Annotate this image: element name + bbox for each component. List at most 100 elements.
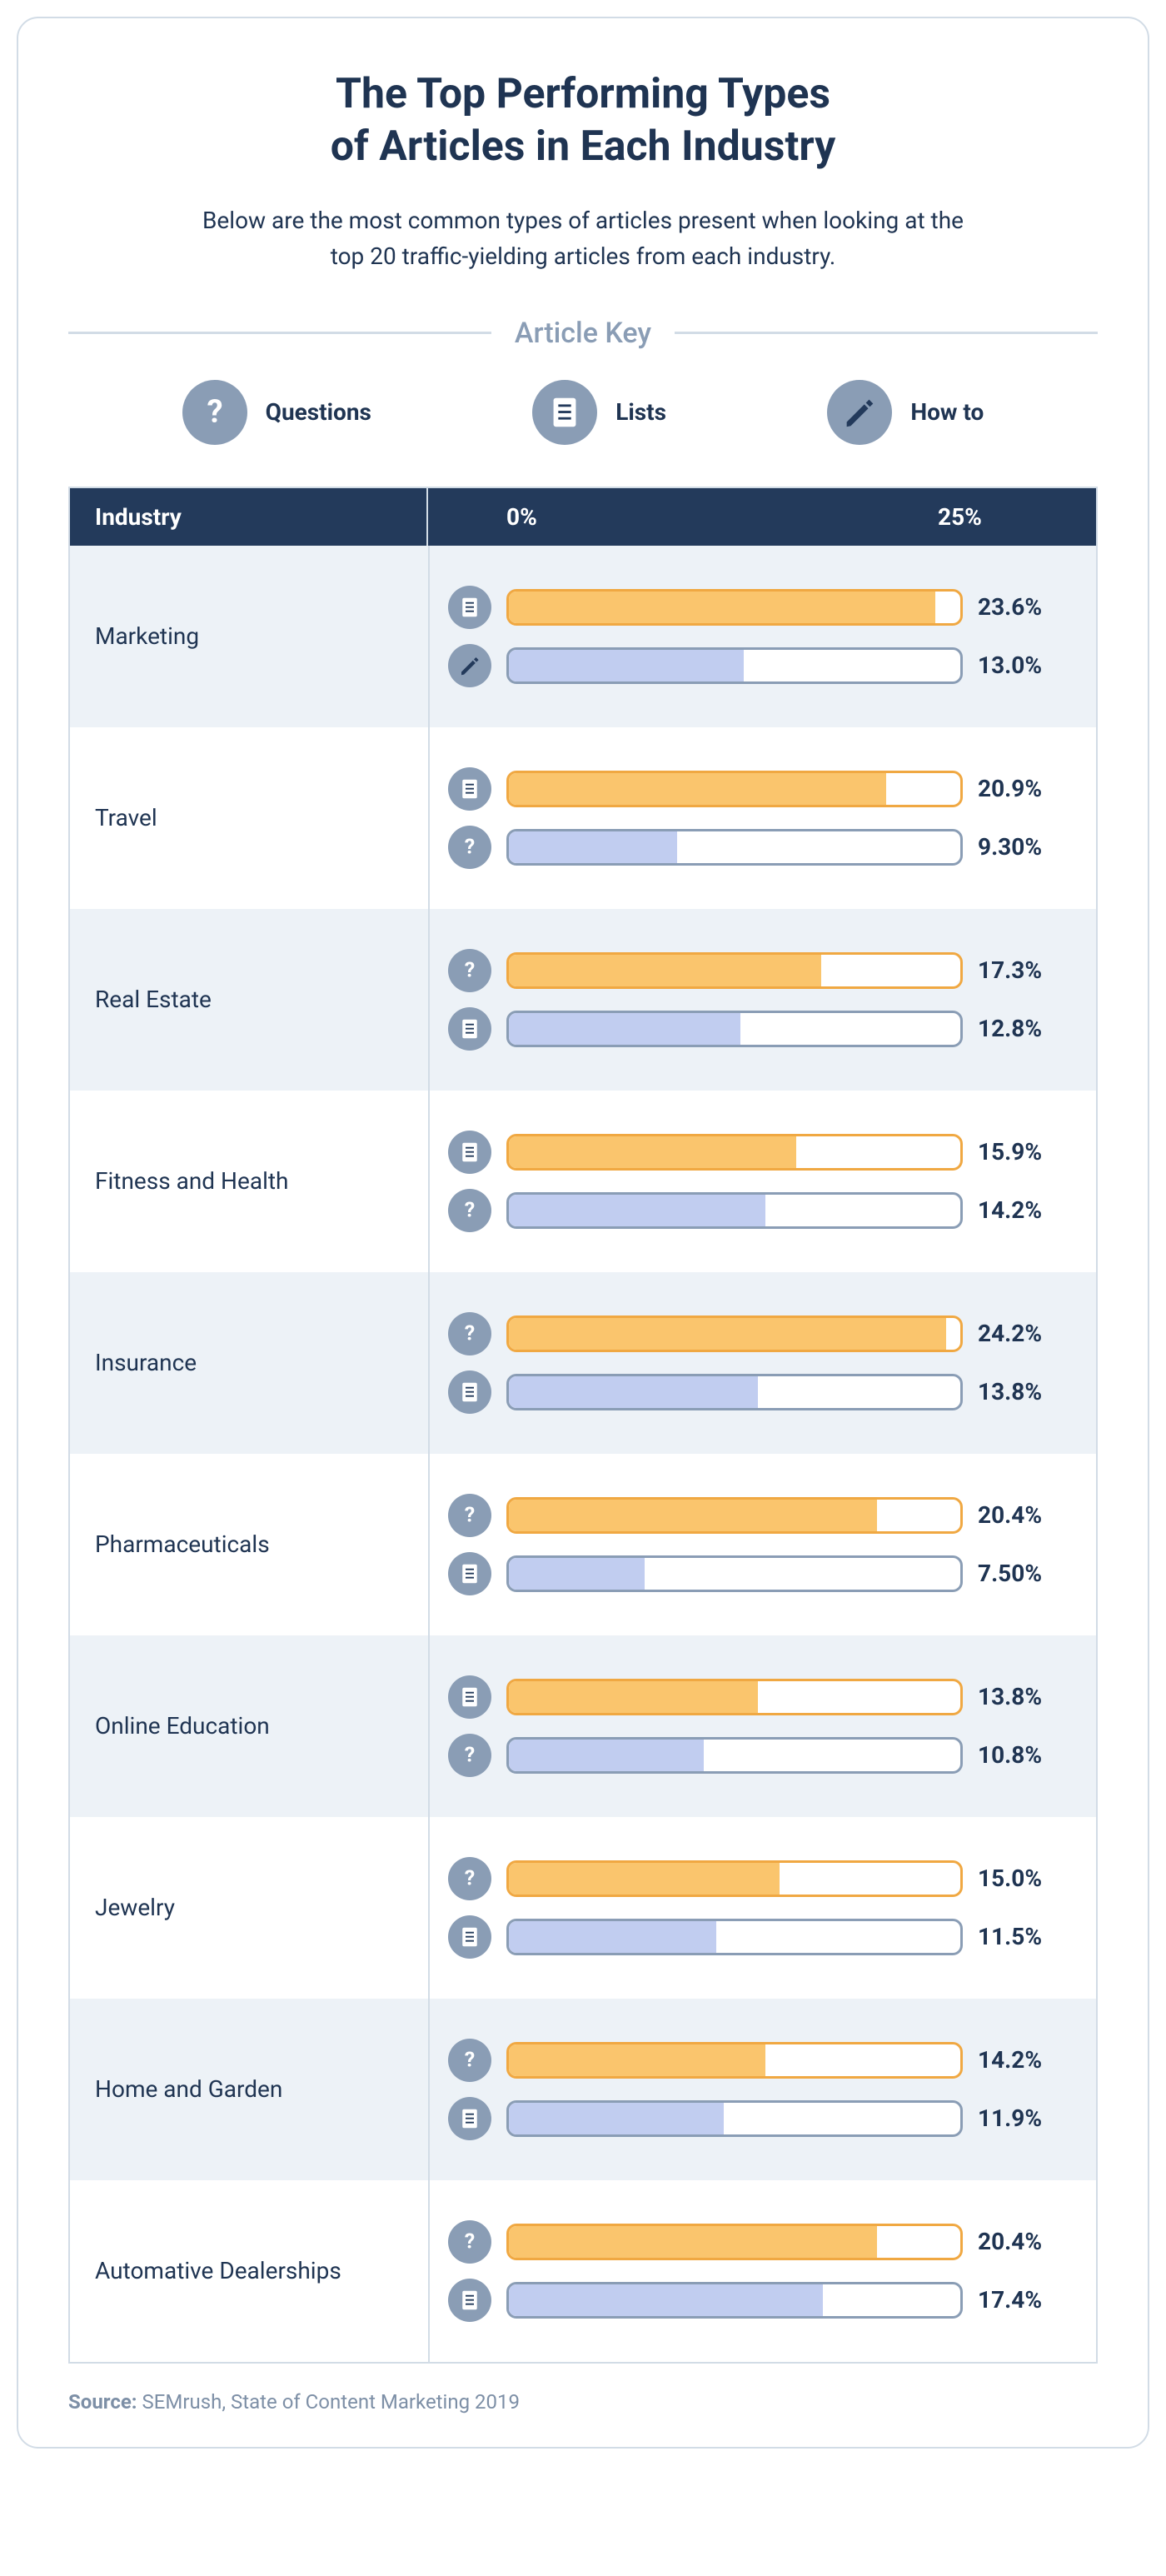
lists-icon: [448, 1552, 491, 1595]
svg-text:?: ?: [465, 958, 475, 982]
bar-track: [506, 1192, 963, 1229]
bar-value: 12.8%: [978, 1015, 1069, 1042]
questions-icon: ?: [448, 2039, 491, 2082]
svg-text:?: ?: [465, 1321, 475, 1345]
bar-value: 13.8%: [978, 1378, 1069, 1405]
bar-track: [506, 2100, 963, 2137]
industry-name: Fitness and Health: [95, 1167, 288, 1195]
subtitle-line2: top 20 traffic-yielding articles from ea…: [331, 242, 836, 270]
bar-track: [506, 1315, 963, 1352]
bar-fill: [509, 2226, 877, 2258]
row-industry-cell: Marketing: [70, 546, 428, 727]
bar-value: 15.0%: [978, 1865, 1069, 1892]
lists-icon: [448, 1675, 491, 1719]
bar-track: [506, 647, 963, 684]
bar-row: ?10.8%: [448, 1734, 1071, 1777]
bar-fill: [509, 1318, 946, 1350]
industry-name: Jewelry: [95, 1894, 175, 1921]
lists-icon: [448, 1131, 491, 1174]
lists-icon: [448, 586, 491, 629]
bar-track: [506, 1497, 963, 1534]
row-industry-cell: Automative Dealerships: [70, 2180, 428, 2362]
bar-value: 15.9%: [978, 1138, 1069, 1166]
bar-fill: [509, 1500, 877, 1531]
table-row: Real Estate? 17.3% 12.8%: [70, 909, 1096, 1091]
bar-row: 7.50%: [448, 1552, 1071, 1595]
bar-value: 17.4%: [978, 2286, 1069, 2314]
bar-value: 13.0%: [978, 651, 1069, 679]
bar-track: [506, 1737, 963, 1774]
bar-track: [506, 2042, 963, 2079]
table-row: Jewelry? 15.0% 11.5%: [70, 1817, 1096, 1999]
bar-row: 17.4%: [448, 2279, 1071, 2322]
industry-name: Automative Dealerships: [95, 2257, 341, 2284]
row-industry-cell: Real Estate: [70, 909, 428, 1091]
row-industry-cell: Online Education: [70, 1635, 428, 1817]
questions-icon: ?: [448, 826, 491, 869]
bar-fill: [509, 1863, 780, 1895]
bar-fill: [509, 2103, 724, 2134]
key-item-howto: How to: [827, 380, 984, 445]
axis-max-label: 25%: [938, 503, 982, 531]
table-header: Industry 0% 25%: [70, 488, 1096, 546]
table-row: Pharmaceuticals?20.4%7.50%: [70, 1454, 1096, 1635]
table-row: Home and Garden ?14.2%11.9%: [70, 1999, 1096, 2180]
bar-row: 13.0%: [448, 644, 1071, 687]
table-body: Marketing 23.6% 13.0% Travel 20.9% ?9.30% Real…: [70, 546, 1096, 2362]
industry-name: Home and Garden: [95, 2075, 282, 2103]
key-item-label: Questions: [266, 398, 371, 426]
key-line-left: [68, 332, 491, 334]
bar-fill: [509, 1558, 645, 1590]
questions-icon: ?: [448, 949, 491, 992]
source-citation: Source: SEMrush, State of Content Market…: [68, 2390, 1098, 2414]
infographic-container: The Top Performing Types of Articles in …: [17, 17, 1149, 2449]
row-industry-cell: Insurance: [70, 1272, 428, 1454]
bar-value: 14.2%: [978, 1196, 1069, 1224]
questions-icon: ?: [448, 1189, 491, 1232]
table-row: Marketing 23.6% 13.0%: [70, 546, 1096, 727]
bar-value: 20.9%: [978, 775, 1069, 802]
column-divider: [428, 546, 430, 2362]
table-row: Travel 20.9% ?9.30%: [70, 727, 1096, 909]
source-text: SEMrush, State of Content Marketing 2019: [142, 2390, 520, 2414]
bar-row: 11.5%: [448, 1915, 1071, 1959]
bar-track: [506, 771, 963, 807]
row-bars-cell: ? 24.2% 13.8%: [428, 1272, 1096, 1454]
bar-row: 11.9%: [448, 2097, 1071, 2140]
row-bars-cell: ? 15.0% 11.5%: [428, 1817, 1096, 1999]
row-bars-cell: 20.9% ?9.30%: [428, 727, 1096, 909]
bar-track: [506, 2224, 963, 2260]
key-item-questions: ? Questions: [182, 380, 371, 445]
questions-icon: ?: [182, 380, 247, 445]
bar-value: 24.2%: [978, 1320, 1069, 1347]
row-bars-cell: ?14.2%11.9%: [428, 1999, 1096, 2180]
bar-fill: [509, 831, 677, 863]
bar-fill: [509, 1740, 704, 1771]
howto-icon: [448, 644, 491, 687]
bar-row: 20.9%: [448, 767, 1071, 811]
page-title: The Top Performing Types of Articles in …: [68, 68, 1098, 172]
table-header-axis: 0% 25%: [428, 488, 1096, 546]
axis-min-label: 0%: [506, 503, 537, 531]
bar-value: 23.6%: [978, 593, 1069, 621]
bar-track: [506, 1860, 963, 1897]
row-industry-cell: Jewelry: [70, 1817, 428, 1999]
key-items: ?QuestionsListsHow to: [68, 380, 1098, 445]
bar-fill: [509, 1136, 796, 1168]
bar-value: 13.8%: [978, 1683, 1069, 1710]
row-bars-cell: ?20.4%17.4%: [428, 2180, 1096, 2362]
bar-row: 15.9%: [448, 1131, 1071, 1174]
bar-value: 17.3%: [978, 956, 1069, 984]
bar-track: [506, 1011, 963, 1047]
bar-fill: [509, 1681, 758, 1713]
industry-name: Travel: [95, 804, 157, 831]
row-industry-cell: Travel: [70, 727, 428, 909]
questions-icon: ?: [448, 1734, 491, 1777]
lists-icon: [448, 2279, 491, 2322]
bar-fill: [509, 1921, 716, 1953]
row-bars-cell: 15.9%? 14.2%: [428, 1091, 1096, 1272]
questions-icon: ?: [448, 1857, 491, 1900]
bar-row: 23.6%: [448, 586, 1071, 629]
bar-row: ?9.30%: [448, 826, 1071, 869]
svg-text:?: ?: [465, 2229, 475, 2254]
